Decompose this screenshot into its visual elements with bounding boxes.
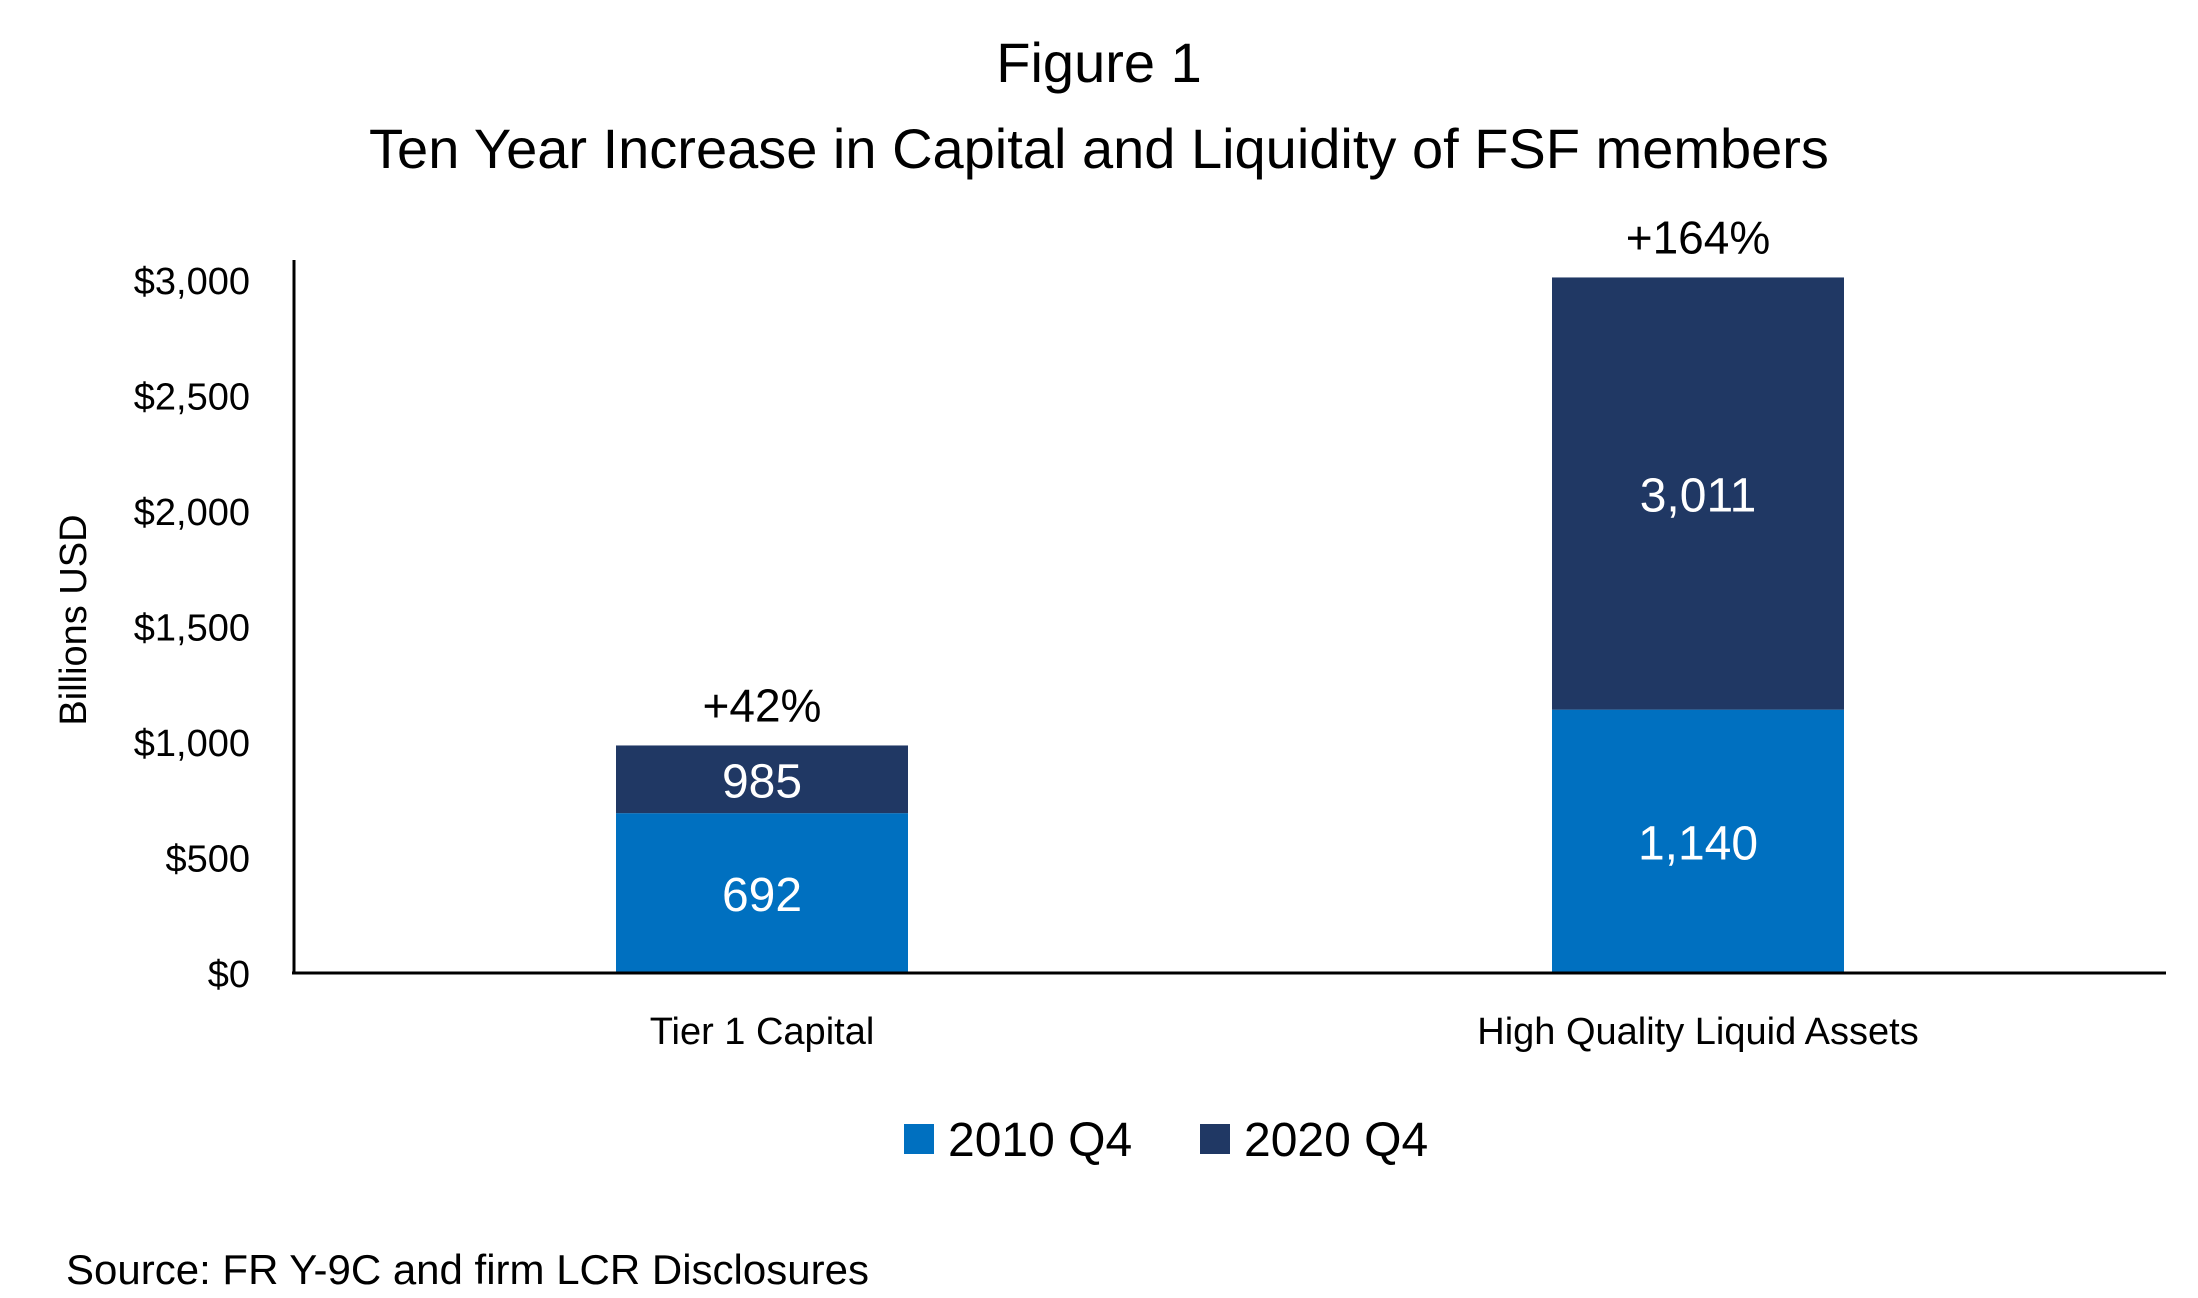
y-tick-label: $500: [165, 839, 250, 881]
x-tick-label: Tier 1 Capital: [650, 1011, 875, 1053]
growth-annotation: +42%: [703, 679, 822, 731]
growth-annotation: +164%: [1626, 211, 1771, 263]
legend-swatch: [904, 1124, 934, 1154]
chart-title: Figure 1: [996, 31, 1201, 94]
data-label: 985: [722, 755, 802, 808]
y-tick-label: $0: [208, 954, 250, 996]
bar-segment-2020-q4: [1552, 277, 1844, 710]
x-tick-label: High Quality Liquid Assets: [1477, 1011, 1918, 1053]
y-tick-label: $3,000: [134, 261, 250, 303]
data-label: 3,011: [1640, 470, 1757, 523]
source-note: Source: FR Y-9C and firm LCR Disclosures: [66, 1246, 869, 1293]
legend-label: 2020 Q4: [1244, 1114, 1428, 1167]
bar-segment-2010-q4: [1552, 709, 1844, 973]
legend-swatch: [1200, 1124, 1230, 1154]
annotations: +42% +164%: [703, 211, 1771, 731]
y-tick-label: $1,500: [134, 608, 250, 650]
y-axis: $0 $500 $1,000 $1,500 $2,000 $2,500 $3,000: [134, 261, 250, 996]
data-label: 692: [722, 869, 802, 922]
data-label: 1,140: [1638, 817, 1758, 870]
bar-segment-2010-q4: [616, 813, 908, 973]
bar-segment-2020-q4: [616, 745, 908, 814]
chart-subtitle: Ten Year Increase in Capital and Liquidi…: [369, 117, 1829, 180]
y-tick-label: $2,000: [134, 492, 250, 534]
y-axis-label: Billions USD: [53, 514, 95, 725]
bars: 692 985 1,140 3,011: [616, 277, 1844, 973]
legend-label: 2010 Q4: [948, 1114, 1132, 1167]
legend: 2010 Q4 2020 Q4: [904, 1114, 1428, 1167]
x-axis: Tier 1 Capital High Quality Liquid Assets: [650, 1011, 1919, 1053]
y-tick-label: $2,500: [134, 377, 250, 419]
y-tick-label: $1,000: [134, 723, 250, 765]
